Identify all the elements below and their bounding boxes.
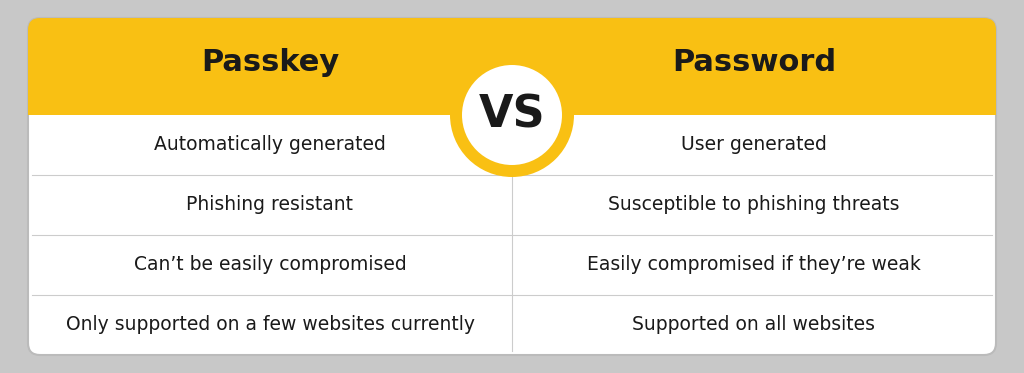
Text: VS: VS [478,94,546,137]
Text: Can’t be easily compromised: Can’t be easily compromised [133,256,407,275]
Text: Easily compromised if they’re weak: Easily compromised if they’re weak [587,256,921,275]
Circle shape [462,65,562,165]
Text: Passkey: Passkey [201,48,339,77]
FancyBboxPatch shape [28,18,996,355]
Text: User generated: User generated [681,135,827,154]
Bar [28,101,996,115]
Text: Susceptible to phishing threats: Susceptible to phishing threats [608,195,900,214]
Text: Only supported on a few websites currently: Only supported on a few websites current… [66,316,474,335]
Text: Supported on all websites: Supported on all websites [633,316,876,335]
Text: Phishing resistant: Phishing resistant [186,195,353,214]
Text: Automatically generated: Automatically generated [154,135,386,154]
FancyBboxPatch shape [28,18,996,115]
Circle shape [450,53,574,177]
Text: Password: Password [672,48,836,77]
